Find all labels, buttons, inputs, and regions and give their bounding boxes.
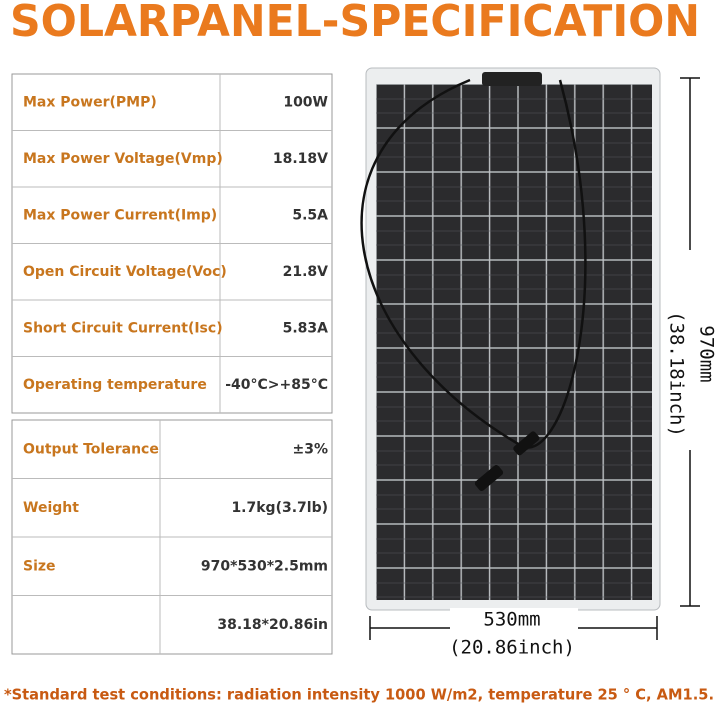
footnote: *Standard test conditions: radiation int… <box>4 686 714 704</box>
spec-label: Max Power Voltage(Vmp) <box>23 151 223 167</box>
title: SOLARPANEL-SPECIFICATION <box>10 0 700 47</box>
spec-value: 21.8V <box>283 264 329 280</box>
spec-value: 18.18V <box>273 151 328 167</box>
spec-table: Output Tolerance ±3% Weight 1.7kg(3.7lb) Siz… <box>11 419 333 655</box>
junction-box <box>482 72 542 86</box>
cable <box>360 78 587 449</box>
panel-cells <box>376 84 652 600</box>
spec-value: 5.83A <box>283 320 329 336</box>
spec-label: Open Circuit Voltage(Voc) <box>23 264 227 280</box>
width-inch-label: (20.86inch) <box>449 637 575 659</box>
height-label: 970mm <box>696 325 718 382</box>
spec-label: Operating temperature <box>23 377 207 393</box>
width-label: 530mm <box>483 609 540 631</box>
spec-value: 5.5A <box>292 207 328 223</box>
spec-value: ±3% <box>293 441 329 457</box>
spec-value: 100W <box>283 94 328 110</box>
height-inch-label: (38.18inch) <box>666 311 688 437</box>
spec-label: Size <box>23 558 56 574</box>
spec-value: 1.7kg(3.7lb) <box>231 500 328 516</box>
spec-table: Max Power(PMP) 100W Max Power Voltage(Vmp)… <box>11 73 333 414</box>
label-bg <box>664 250 716 450</box>
spec-value: 970*530*2.5mm <box>201 558 328 574</box>
spec-value: 38.18*20.86in <box>217 617 328 633</box>
connector <box>513 431 540 456</box>
spec-label: Max Power Current(Imp) <box>23 207 217 223</box>
spec-label: Short Circuit Current(Isc) <box>23 320 223 336</box>
spec-label: Output Tolerance <box>23 441 159 457</box>
spec-label: Max Power(PMP) <box>23 94 157 110</box>
spec-label: Weight <box>23 500 79 516</box>
solar-panel <box>360 67 661 611</box>
spec-value: -40°C>+85°C <box>225 377 328 393</box>
connector <box>474 464 504 492</box>
label-bg <box>450 608 578 658</box>
